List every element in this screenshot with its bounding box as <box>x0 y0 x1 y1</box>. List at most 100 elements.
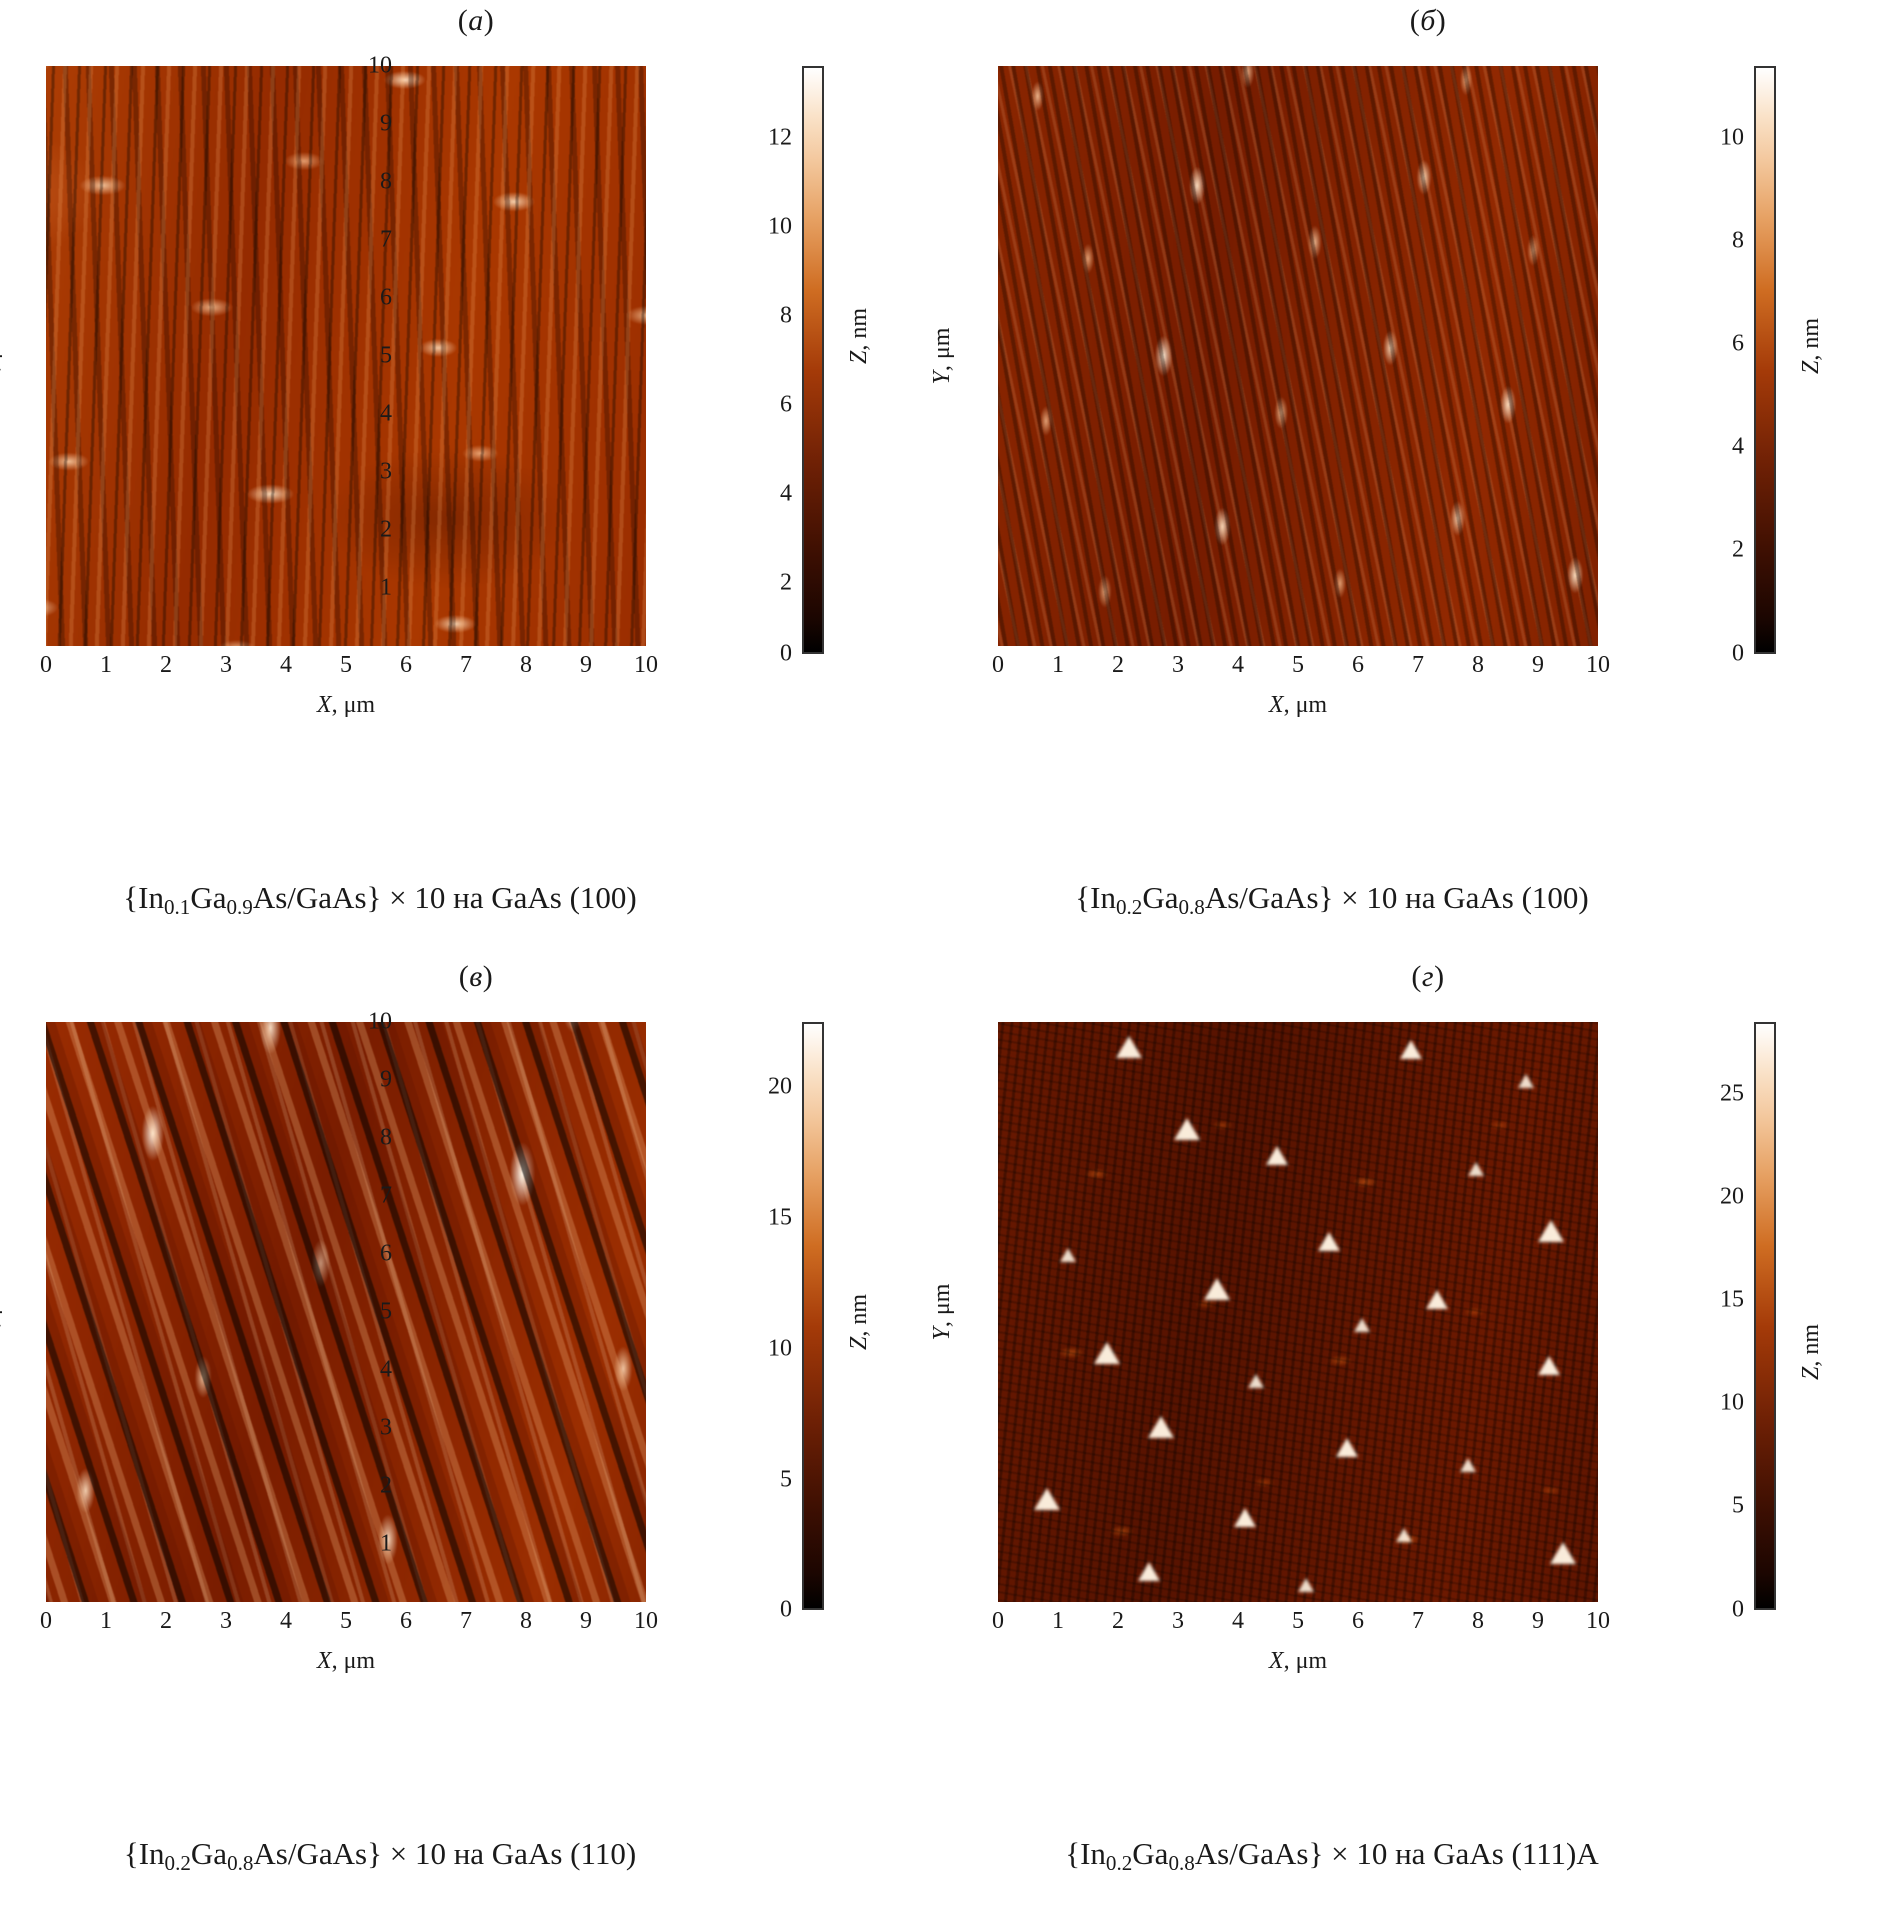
panel-a-cbar-tick: 6 <box>780 391 792 418</box>
panel-b-ytick: 10 <box>368 52 392 79</box>
panel-c-colorbar-group: 20 15 10 5 0 Z, nm <box>760 1022 910 1623</box>
panel-b-letter: (б) <box>952 4 1904 38</box>
panel-d-ytick: 9 <box>380 1066 392 1093</box>
panel-b-ytick: 5 <box>380 342 392 369</box>
caption-pre: {In <box>123 1836 165 1871</box>
panel-b-xtick: 4 <box>1232 652 1244 678</box>
caption-post: As/GaAs} × 10 на GaAs (100) <box>1204 880 1589 915</box>
afm-texture-d <box>998 1022 1598 1602</box>
x-axis-unit: , μm <box>1283 1648 1328 1674</box>
panel-b-ytick: 7 <box>380 226 392 253</box>
panel-b-xtick: 1 <box>1052 652 1064 678</box>
caption-sub1: 0.2 <box>1105 1850 1133 1875</box>
x-axis-var: X <box>316 692 332 718</box>
panel-c-xtick: 4 <box>280 1608 292 1634</box>
panel-d-letter-open: ( <box>1411 960 1422 993</box>
caption-pre: {In <box>1065 1836 1106 1871</box>
caption-sub2: 0.8 <box>1178 894 1205 919</box>
afm-texture-b <box>998 66 1598 646</box>
panel-d-x-axis-label: X, μm <box>1269 1648 1327 1675</box>
panel-b-y-axis-label: Y, μm <box>929 328 956 385</box>
panel-b-xtick: 5 <box>1292 652 1304 678</box>
panel-d-ytick: 5 <box>380 1298 392 1325</box>
panel-b-colorbar <box>1754 66 1776 654</box>
panel-a-x-axis-label: X, μm <box>317 692 375 719</box>
panel-a-cbar-tick: 10 <box>768 213 792 240</box>
panel-d-xtick: 4 <box>1232 1608 1244 1634</box>
panel-b-ytick: 8 <box>380 168 392 195</box>
panel-d-xtick: 2 <box>1112 1608 1124 1634</box>
panel-d-colorbar-label: Z, nm <box>1798 1324 1825 1380</box>
panel-b-xtick: 10 <box>1586 652 1610 678</box>
panel-b-xtick: 8 <box>1472 652 1484 678</box>
caption-sub2: 0.8 <box>1168 1850 1195 1875</box>
panel-a-xtick: 10 <box>634 652 658 678</box>
panel-c-xtick: 0 <box>40 1608 52 1634</box>
x-axis-var: X <box>316 1648 332 1674</box>
panel-d-y-axis-label: Y, μm <box>929 1284 956 1341</box>
panel-b-cbar-tick: 2 <box>1732 536 1744 563</box>
panel-b-letter-open: ( <box>1409 4 1421 37</box>
panel-d-ytick: 7 <box>380 1182 392 1209</box>
panel-a-letter: (a) <box>0 4 952 38</box>
panel-c-cbar-tick: 10 <box>768 1335 792 1362</box>
panel-b-caption: {In0.2Ga0.8As/GaAs} × 10 на GaAs (100) <box>952 880 1712 920</box>
panel-d-ytick: 6 <box>380 1240 392 1267</box>
panel-d-xtick: 5 <box>1292 1608 1304 1634</box>
panel-c-xtick: 8 <box>520 1608 532 1634</box>
panel-c-xtick: 3 <box>220 1608 232 1634</box>
caption-sub1: 0.2 <box>1115 894 1143 919</box>
panel-a-letter-close: ) <box>483 4 495 37</box>
panel-b-letter-close: ) <box>1435 4 1447 37</box>
panel-d-colorbar <box>1754 1022 1776 1610</box>
panel-c-colorbar-label: Z, nm <box>846 1294 873 1350</box>
panel-d-xtick: 7 <box>1412 1608 1424 1634</box>
panel-d-cbar-tick: 20 <box>1720 1183 1744 1210</box>
panel-d-cbar-tick: 5 <box>1732 1492 1744 1519</box>
y-axis-unit: , μm <box>0 327 3 372</box>
caption-sub1: 0.1 <box>163 894 191 919</box>
cbar-var: Z <box>846 350 872 365</box>
cbar-var: Z <box>1798 1366 1824 1381</box>
panel-b-cbar-tick: 6 <box>1732 330 1744 357</box>
y-axis-var: Y <box>928 1327 955 1341</box>
afm-texture-c <box>46 1022 646 1602</box>
panel-d-cbar-tick: 15 <box>1720 1286 1744 1313</box>
y-axis-var: Y <box>928 371 955 385</box>
cbar-var: Z <box>846 1336 872 1351</box>
caption-post: As/GaAs} × 10 на GaAs (100) <box>252 880 637 915</box>
panel-a-xtick: 6 <box>400 652 412 678</box>
caption-post: As/GaAs} × 10 на GaAs (111)A <box>1194 1836 1599 1871</box>
x-axis-unit: , μm <box>331 692 376 718</box>
caption-pre: {In <box>1075 880 1116 915</box>
cbar-unit: , nm <box>1798 1323 1824 1367</box>
panel-d-island-overlay <box>998 1022 1598 1602</box>
x-axis-unit: , μm <box>331 1648 376 1674</box>
panel-d-xtick: 6 <box>1352 1608 1364 1634</box>
panel-a-xtick: 2 <box>160 652 172 678</box>
panel-b-ytick: 3 <box>380 458 392 485</box>
panel-c-letter-close: ) <box>482 960 494 993</box>
panel-a-xtick: 0 <box>40 652 52 678</box>
panel-c-afm-image <box>46 1022 646 1602</box>
panel-c-letter: (в) <box>0 960 952 994</box>
panel-b-ytick: 1 <box>380 574 392 601</box>
caption-sub2: 0.9 <box>226 894 253 919</box>
panel-a-xtick: 4 <box>280 652 292 678</box>
panel-b-xtick: 7 <box>1412 652 1424 678</box>
panel-d-colorbar-group: 25 20 15 10 5 0 Z, nm <box>1712 1022 1862 1623</box>
panel-d-xtick: 9 <box>1532 1608 1544 1634</box>
panel-a-cbar-tick: 8 <box>780 302 792 329</box>
panel-a-afm-image <box>46 66 646 646</box>
x-axis-unit: , μm <box>1283 692 1328 718</box>
caption-sub1: 0.2 <box>164 1850 191 1875</box>
panel-b-cbar-tick: 0 <box>1732 640 1744 667</box>
panel-d-xtick: 3 <box>1172 1608 1184 1634</box>
panel-d-letter-close: ) <box>1434 960 1445 993</box>
panel-b-xtick: 0 <box>992 652 1004 678</box>
panel-a-letter-char: a <box>468 4 484 37</box>
panel-c-colorbar <box>802 1022 824 1610</box>
panel-b-colorbar-group: 10 8 6 4 2 0 Z, nm <box>1712 66 1862 667</box>
panel-b-x-axis-label: X, μm <box>1269 692 1327 719</box>
